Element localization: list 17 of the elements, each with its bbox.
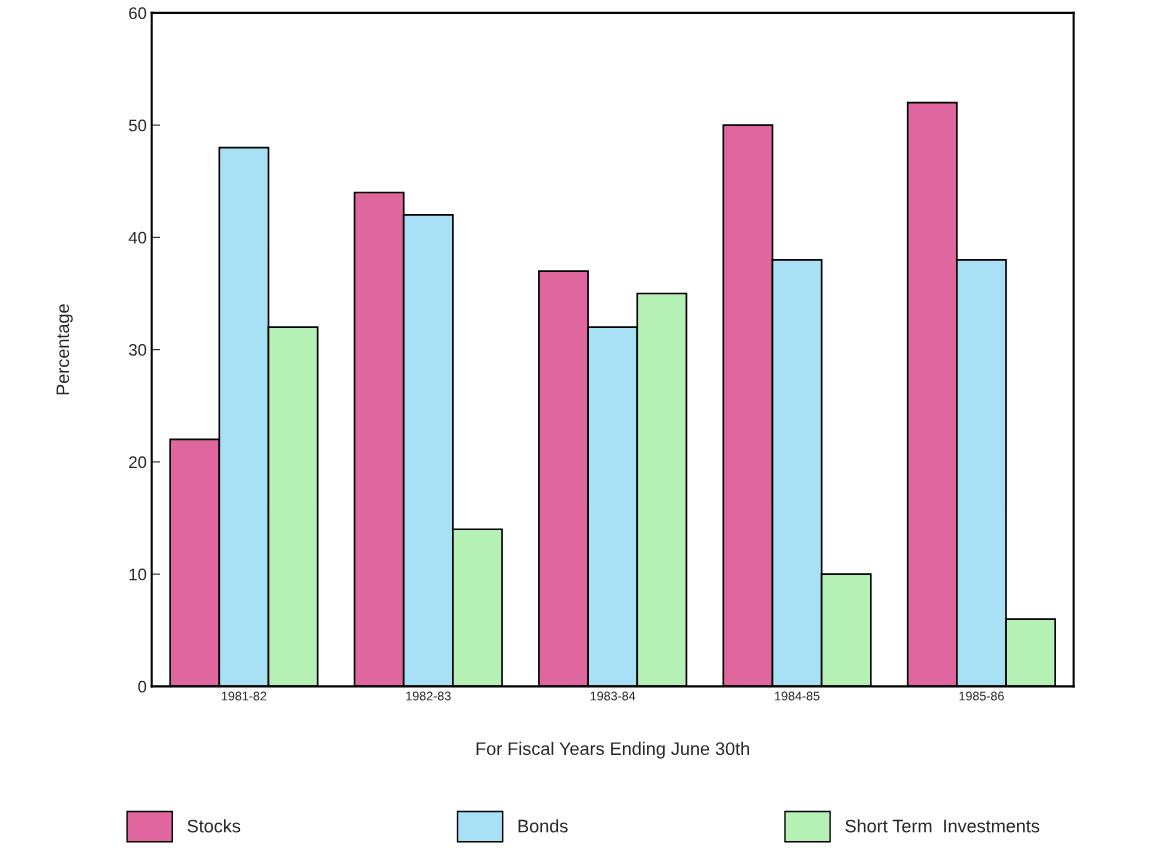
x-tick-label: 1984-85 [775,691,820,701]
y-tick-label: 50 [128,119,147,132]
y-tick-label: 0 [138,680,147,693]
x-tick-label: 1985-86 [959,691,1004,701]
x-tick-label: 1982-83 [406,691,451,701]
x-tick-label: 1983-84 [590,691,636,701]
legend-label: Short Term Investments [845,819,1040,833]
y-axis-title: Percentage [56,304,73,395]
y-tick-label: 40 [128,231,147,244]
y-tick-label: 20 [129,456,147,469]
legend-label: Bonds [518,819,568,833]
y-tick-label: 30 [128,344,147,356]
x-tick-label: 1981-82 [221,691,267,701]
x-axis-title: For Fiscal Years Ending June 30th [476,741,750,759]
y-tick-label: 10 [129,568,147,581]
legend-label: Stocks [187,819,241,833]
y-tick-label: 60 [129,7,147,20]
